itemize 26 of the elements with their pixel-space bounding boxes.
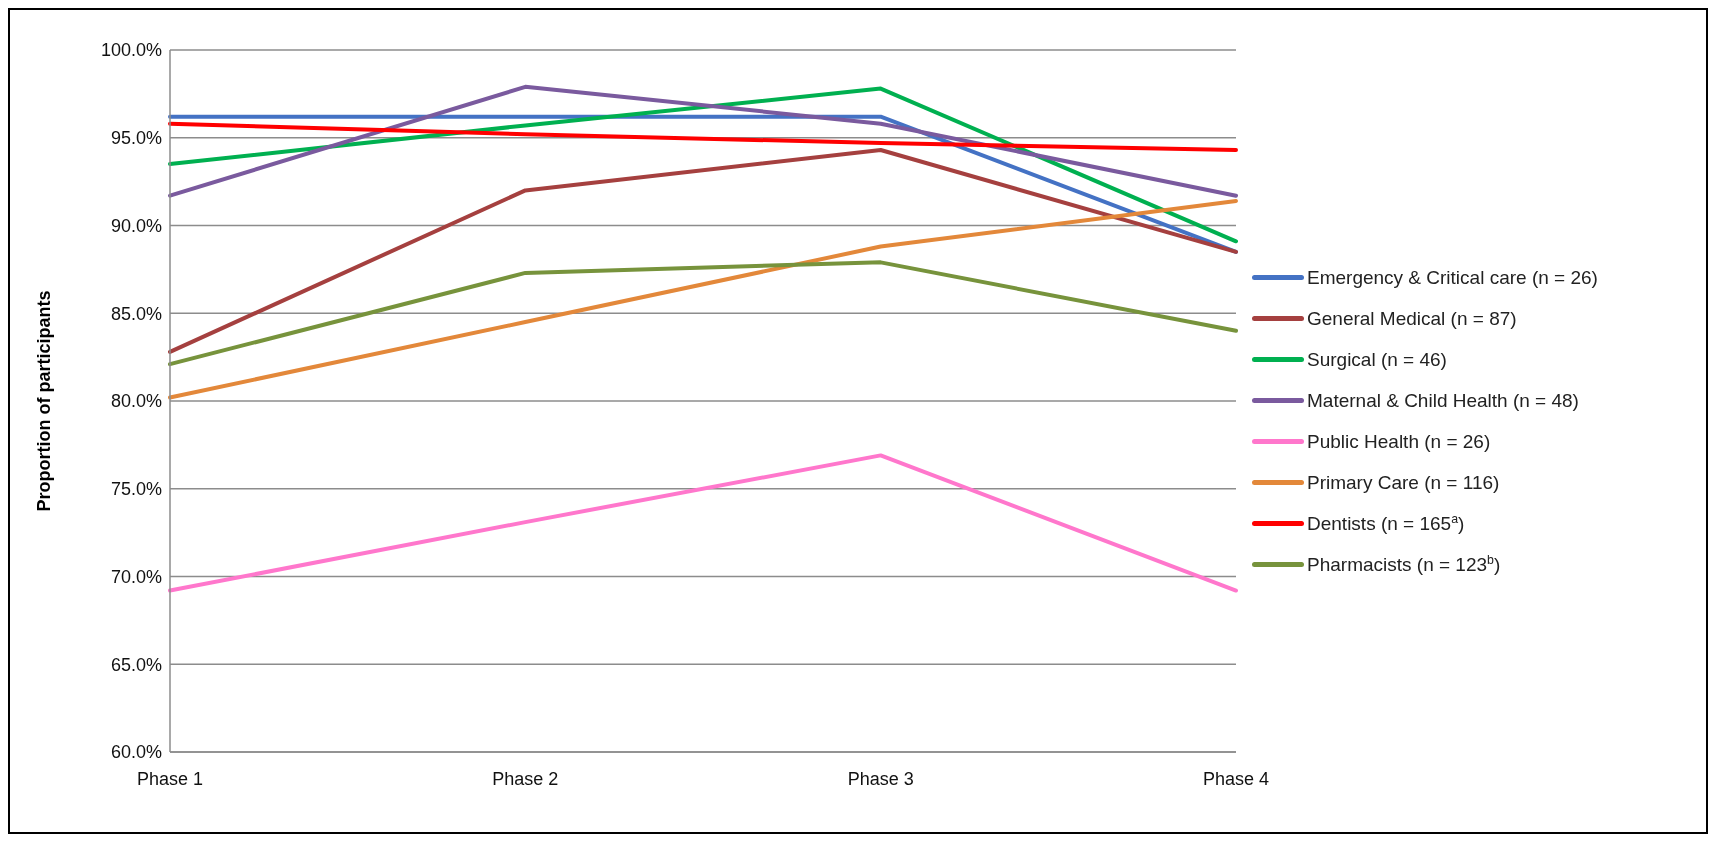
line-series [168,121,1238,153]
y-tick-label: 95.0% [110,128,162,149]
legend-label: Surgical (n = 46) [1307,348,1447,371]
y-tick-label: 80.0% [110,391,162,412]
y-tick-label: 75.0% [110,479,162,500]
legend-label: Emergency & Critical care (n = 26) [1307,266,1598,289]
y-tick-label: 90.0% [110,215,162,236]
x-tick-label: Phase 3 [847,768,914,789]
legend-label: Public Health (n = 26) [1307,430,1491,453]
legend-label: Dentists (n = 165$^{a}$) [1307,511,1465,536]
legend-label: Maternal & Child Health (n = 48) [1307,389,1579,412]
y-tick-label: 100.0% [100,40,162,61]
x-tick-label: Phase 4 [1202,768,1270,789]
y-axis-title: Proportion of participants [34,290,55,512]
x-tick-label: Phase 1 [136,768,204,789]
line-series [168,148,1238,354]
x-tick-label: Phase 2 [492,768,559,789]
y-tick-label: 70.0% [110,566,162,587]
legend-label: General Medical (n = 87) [1307,307,1517,330]
line-series [168,198,1238,400]
legend-label: Primary Care (n = 116) [1307,471,1500,494]
legend-label: Pharmacists (n = 123$^{b}$) [1307,552,1501,577]
line-series [168,260,1238,367]
y-tick-label: 60.0% [110,742,162,763]
y-tick-label: 85.0% [110,303,162,324]
y-tick-label: 65.0% [110,654,162,675]
